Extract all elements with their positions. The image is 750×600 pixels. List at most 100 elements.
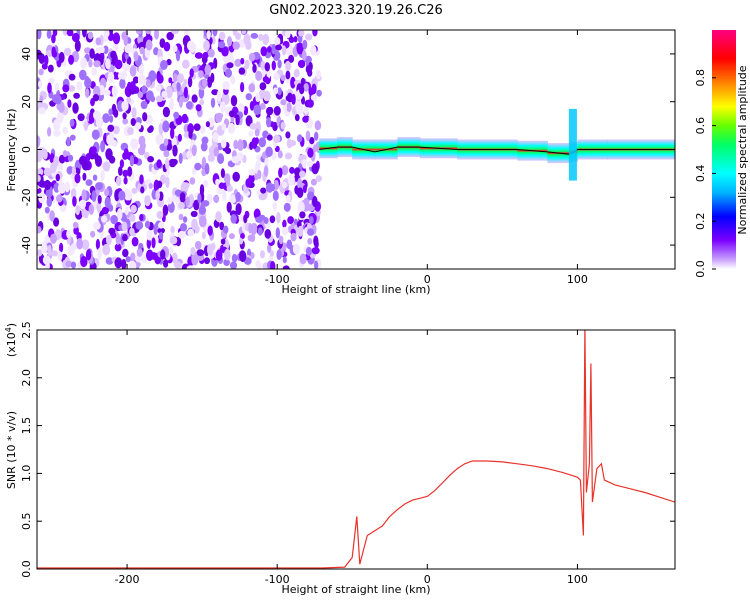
noise-speckle bbox=[162, 204, 169, 216]
noise-speckle bbox=[177, 73, 184, 84]
noise-speckle bbox=[239, 250, 247, 262]
noise-speckle bbox=[293, 68, 300, 78]
noise-speckle bbox=[262, 33, 270, 46]
noise-speckle bbox=[91, 190, 97, 202]
noise-speckle bbox=[163, 138, 169, 147]
noise-speckle bbox=[122, 63, 131, 72]
noise-speckle bbox=[139, 214, 144, 222]
colorbar-tick-label: 0.0 bbox=[694, 260, 707, 278]
colorbar-tick-label: 0.6 bbox=[694, 117, 707, 135]
snr-frame bbox=[36, 329, 676, 570]
noise-speckle bbox=[92, 174, 98, 181]
noise-speckle bbox=[47, 64, 54, 73]
noise-speckle bbox=[88, 112, 94, 125]
noise-speckle bbox=[179, 192, 186, 203]
noise-speckle bbox=[108, 108, 113, 116]
noise-speckle bbox=[135, 221, 144, 230]
noise-speckle bbox=[102, 244, 111, 256]
noise-speckle bbox=[113, 109, 119, 118]
noise-speckle bbox=[47, 127, 52, 137]
noise-speckle bbox=[251, 137, 258, 149]
noise-speckle bbox=[206, 30, 211, 40]
noise-speckle bbox=[97, 247, 102, 260]
noise-speckle bbox=[130, 138, 139, 150]
noise-speckle bbox=[37, 30, 42, 40]
y-tick-label: 2.5 bbox=[20, 321, 33, 339]
noise-speckle bbox=[93, 60, 101, 68]
noise-speckle bbox=[292, 243, 300, 255]
noise-speckle bbox=[210, 72, 215, 83]
noise-speckle bbox=[54, 94, 62, 105]
noise-speckle bbox=[294, 114, 300, 122]
noise-speckle bbox=[119, 159, 124, 169]
noise-speckle bbox=[255, 93, 261, 103]
noise-speckle bbox=[190, 247, 196, 256]
noise-speckle bbox=[85, 249, 92, 261]
noise-speckle bbox=[230, 214, 237, 224]
noise-speckle bbox=[271, 183, 276, 192]
noise-speckle bbox=[205, 121, 210, 128]
noise-speckle bbox=[277, 59, 282, 69]
noise-speckle bbox=[291, 93, 296, 105]
noise-speckle bbox=[182, 151, 187, 160]
noise-speckle bbox=[314, 260, 319, 269]
noise-speckle bbox=[74, 173, 81, 184]
noise-speckle bbox=[156, 159, 162, 169]
noise-speckle bbox=[71, 32, 80, 43]
noise-speckle bbox=[140, 186, 145, 194]
noise-speckle bbox=[199, 99, 205, 106]
noise-speckle bbox=[82, 172, 87, 181]
noise-speckle bbox=[51, 34, 56, 44]
snr-plot-area bbox=[37, 330, 675, 569]
noise-speckle bbox=[38, 80, 43, 88]
noise-speckle bbox=[101, 206, 109, 215]
noise-speckle bbox=[217, 153, 225, 165]
noise-speckle bbox=[299, 211, 306, 219]
noise-speckle bbox=[285, 60, 291, 71]
noise-speckle bbox=[229, 261, 238, 269]
noise-speckle bbox=[204, 163, 210, 175]
noise-speckle bbox=[154, 30, 159, 40]
noise-speckle bbox=[38, 192, 46, 204]
colorbar-tick-label: 0.4 bbox=[694, 165, 707, 183]
noise-speckle bbox=[240, 57, 245, 65]
y-tick-label: 1.5 bbox=[20, 417, 33, 435]
noise-speckle bbox=[298, 30, 305, 37]
snr-y-axis-label: SNR (10 * v/v) bbox=[5, 411, 18, 489]
noise-speckle bbox=[273, 72, 280, 81]
noise-speckle bbox=[232, 171, 240, 182]
noise-speckle bbox=[130, 118, 136, 126]
noise-speckle bbox=[37, 136, 41, 148]
noise-speckle bbox=[194, 162, 202, 171]
noise-speckle bbox=[181, 113, 188, 124]
noise-speckle bbox=[38, 53, 46, 64]
noise-speckle bbox=[45, 188, 53, 198]
noise-speckle bbox=[257, 262, 262, 269]
noise-speckle bbox=[129, 213, 136, 222]
noise-speckle bbox=[81, 208, 87, 218]
noise-speckle bbox=[248, 83, 256, 93]
ridge-spike bbox=[568, 108, 577, 181]
noise-speckle bbox=[144, 48, 151, 59]
noise-speckle bbox=[104, 188, 110, 197]
noise-speckle bbox=[286, 239, 293, 250]
noise-speckle bbox=[250, 233, 256, 243]
heatmap-ridge bbox=[319, 108, 675, 181]
noise-speckle bbox=[307, 228, 315, 236]
noise-speckle bbox=[266, 182, 274, 193]
noise-speckle bbox=[156, 74, 164, 84]
noise-speckle bbox=[269, 250, 274, 257]
noise-speckle bbox=[221, 46, 229, 57]
noise-speckle bbox=[62, 84, 70, 93]
noise-speckle bbox=[172, 44, 178, 53]
noise-speckle bbox=[225, 68, 233, 78]
noise-speckle bbox=[113, 42, 119, 50]
noise-speckle bbox=[233, 139, 239, 150]
noise-speckle bbox=[67, 99, 72, 108]
noise-speckle bbox=[85, 179, 93, 187]
noise-speckle bbox=[187, 76, 193, 88]
noise-speckle bbox=[82, 30, 87, 38]
x-tick-label: -100 bbox=[265, 273, 290, 286]
noise-speckle bbox=[177, 133, 182, 142]
colorbar-label: Normalized spectral amplitude bbox=[736, 65, 749, 234]
